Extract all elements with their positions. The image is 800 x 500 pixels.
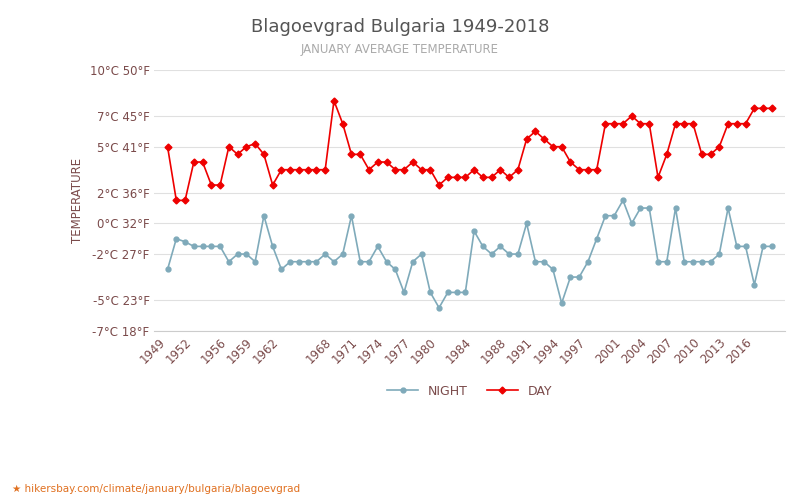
DAY	[434, 182, 444, 188]
Text: ★ hikersbay.com/climate/january/bulgaria/blagoevgrad: ★ hikersbay.com/climate/january/bulgaria…	[12, 484, 300, 494]
NIGHT	[434, 304, 444, 310]
Line: DAY: DAY	[165, 98, 774, 203]
DAY	[329, 98, 338, 103]
Text: Blagoevgrad Bulgaria 1949-2018: Blagoevgrad Bulgaria 1949-2018	[251, 18, 549, 36]
Y-axis label: TEMPERATURE: TEMPERATURE	[71, 158, 84, 243]
DAY	[312, 166, 322, 172]
NIGHT	[697, 258, 706, 264]
DAY	[697, 152, 706, 158]
NIGHT	[618, 198, 628, 203]
NIGHT	[767, 244, 777, 250]
Line: NIGHT: NIGHT	[165, 198, 774, 310]
NIGHT	[417, 251, 426, 257]
DAY	[513, 166, 522, 172]
DAY	[250, 140, 260, 146]
NIGHT	[162, 266, 172, 272]
DAY	[767, 106, 777, 112]
NIGHT	[303, 258, 313, 264]
NIGHT	[242, 251, 251, 257]
Text: JANUARY AVERAGE TEMPERATURE: JANUARY AVERAGE TEMPERATURE	[301, 42, 499, 56]
DAY	[162, 144, 172, 150]
DAY	[171, 198, 181, 203]
Legend: NIGHT, DAY: NIGHT, DAY	[382, 380, 558, 402]
DAY	[364, 166, 374, 172]
NIGHT	[346, 212, 356, 218]
NIGHT	[504, 251, 514, 257]
